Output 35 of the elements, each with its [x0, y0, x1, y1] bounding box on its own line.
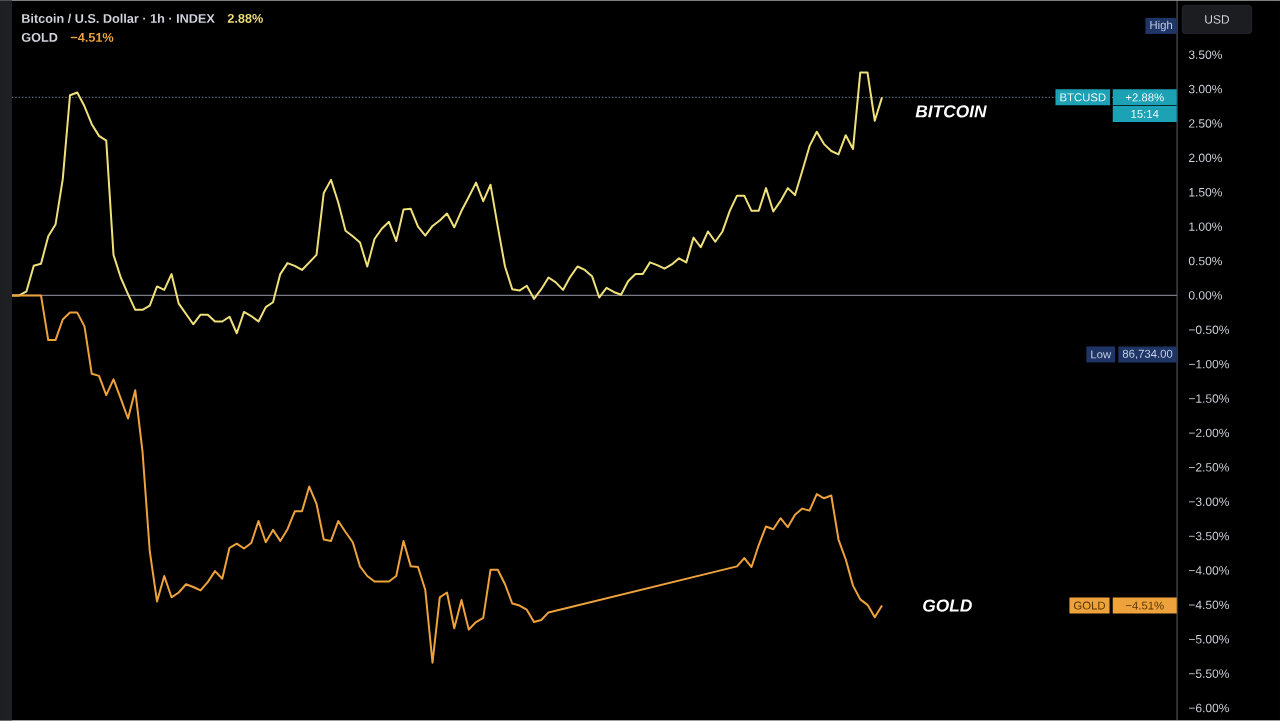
y-tick-label: −0.50%	[1188, 325, 1229, 335]
text: GOLD	[1073, 601, 1105, 610]
text: 15:14	[1131, 110, 1159, 118]
y-tick-label: 1.00%	[1189, 222, 1222, 231]
annotation: 2.88%	[227, 14, 263, 23]
y-tick-label: 3.50%	[1188, 50, 1222, 60]
y-tick-label: −4.50%	[1188, 600, 1229, 610]
y-tick-label: −2.00%	[1188, 428, 1229, 438]
y-tick-label: 3.00%	[1188, 84, 1222, 94]
y-tick-label: −3.00%	[1188, 497, 1229, 507]
y-tick-label: 0.00%	[1188, 291, 1222, 300]
ref-line-label: BTCUSD	[1060, 93, 1106, 102]
annotation: −4.51%	[70, 33, 114, 42]
text: GOLD	[21, 33, 58, 42]
y-tick-label: −3.50%	[1188, 531, 1229, 541]
y-tick-label: 2.50%	[1189, 119, 1222, 128]
y-tick-label: −1.50%	[1188, 394, 1229, 403]
y-tick-label: −6.00%	[1188, 703, 1229, 713]
text: Low	[1091, 350, 1112, 359]
y-tick-label: −1.00%	[1188, 360, 1229, 369]
y-tick-label: 1.50%	[1189, 188, 1222, 197]
text: −4.51%	[1125, 601, 1164, 610]
text: USD	[1205, 15, 1230, 24]
text: 86,734.00	[1122, 349, 1173, 360]
y-tick-label: 0.50%	[1188, 256, 1222, 266]
series-label: BITCOIN	[915, 105, 987, 118]
y-tick-label: −5.00%	[1188, 635, 1229, 644]
text: GOLD	[923, 599, 972, 612]
y-tick-label: −4.00%	[1188, 566, 1229, 575]
text: Bitcoin / U.S. Dollar · 1h · INDEX	[22, 13, 215, 24]
text: High	[1150, 20, 1172, 32]
y-tick-label: −5.50%	[1188, 669, 1229, 678]
y-tick-label: 2.00%	[1189, 153, 1222, 163]
text: +2.88%	[1125, 93, 1164, 102]
y-tick-label: −2.50%	[1188, 463, 1229, 472]
